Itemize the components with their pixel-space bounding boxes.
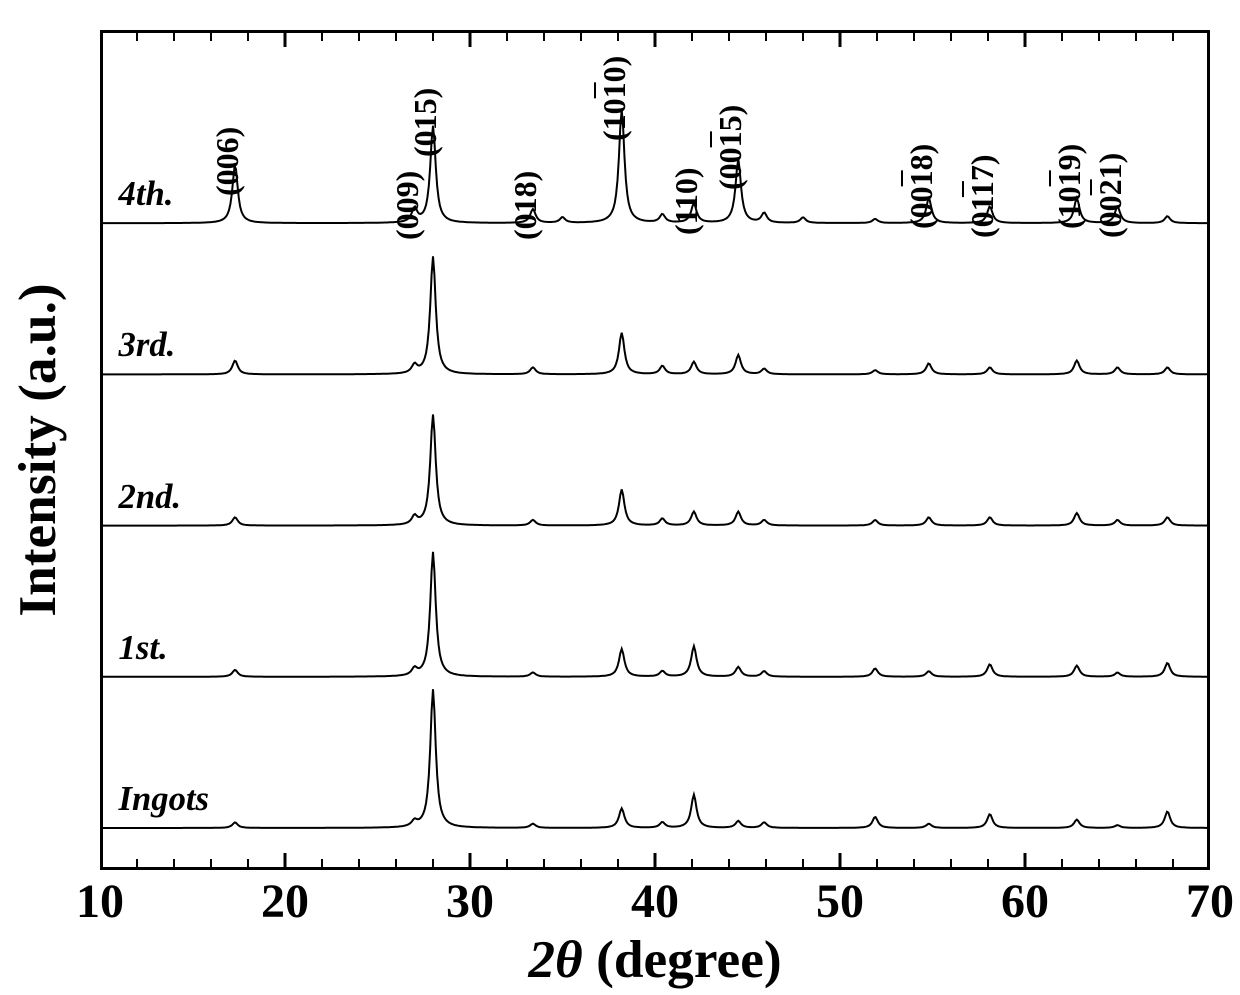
y-axis-label: Intensity (a.u.) [6, 283, 68, 616]
x-axis-label-theta: θ [555, 929, 583, 989]
miller-label: (009) [389, 171, 426, 240]
series-label: Ingots [119, 780, 210, 819]
xrd-trace [100, 109, 1210, 223]
x-tick-label: 20 [261, 874, 309, 929]
miller-label: (0021) [1092, 152, 1129, 237]
series-label: 1st. [119, 629, 168, 668]
xrd-plot-svg [100, 30, 1210, 870]
series-label: 2nd. [119, 478, 182, 517]
miller-label: (0018) [903, 144, 940, 229]
x-axis-label-unit: (degree) [583, 929, 782, 989]
x-tick-label: 70 [1186, 874, 1234, 929]
xrd-trace [100, 256, 1210, 374]
miller-label: (1010) [596, 55, 633, 140]
plot-area [100, 30, 1210, 870]
miller-label: (0117) [964, 154, 1001, 238]
x-axis-label: 2θ (degree) [528, 928, 781, 990]
series-label: 4th. [119, 175, 174, 214]
miller-label: (018) [507, 171, 544, 240]
x-tick-label: 40 [631, 874, 679, 929]
x-tick-label: 30 [446, 874, 494, 929]
x-tick-label: 10 [76, 874, 124, 929]
x-tick-label: 50 [816, 874, 864, 929]
xrd-trace [100, 552, 1210, 677]
miller-label: (006) [209, 127, 246, 196]
xrd-figure: Intensity (a.u.) 10 20 30 40 50 60 70 Ingots 1s… [0, 0, 1240, 995]
x-tick-label: 60 [1001, 874, 1049, 929]
miller-label: (0015) [712, 105, 749, 190]
miller-label: (1019) [1051, 144, 1088, 229]
xrd-trace [100, 689, 1210, 828]
xrd-trace [100, 414, 1210, 525]
series-label: 3rd. [119, 326, 176, 365]
miller-label: (015) [407, 88, 444, 157]
x-axis-label-two: 2 [528, 929, 555, 989]
miller-label: (110) [668, 167, 705, 235]
